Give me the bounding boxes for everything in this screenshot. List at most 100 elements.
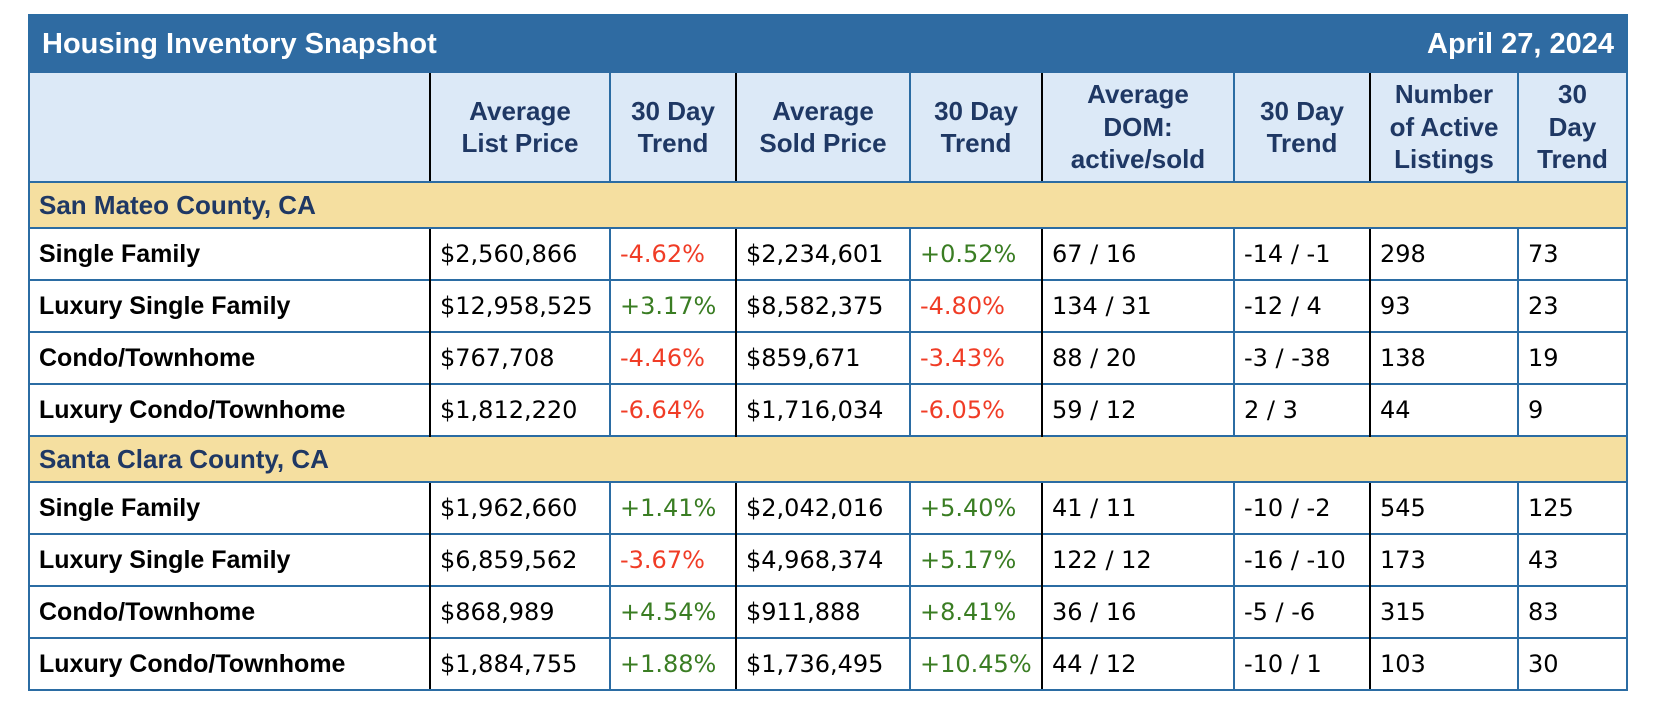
cell-active-listings: 93	[1369, 279, 1518, 332]
cell-list-trend: -3.67%	[609, 533, 736, 586]
cell-dom: 36 / 16	[1041, 585, 1234, 638]
cell-listings-trend: 30	[1517, 637, 1626, 689]
cell-dom-trend: -10 / -2	[1233, 481, 1370, 534]
table-row: Single Family $1,962,660 +1.41% $2,042,0…	[30, 481, 1626, 534]
cell-avg-sold-price: $1,736,495	[735, 637, 910, 689]
cell-sold-trend: +8.41%	[909, 585, 1042, 638]
cell-property-type: Luxury Condo/Townhome	[30, 383, 430, 436]
col-header-blank	[30, 73, 430, 183]
cell-dom: 59 / 12	[1041, 383, 1234, 436]
cell-property-type: Luxury Single Family	[30, 279, 430, 332]
table-row: Luxury Single Family $12,958,525 +3.17% …	[30, 279, 1626, 332]
cell-dom: 44 / 12	[1041, 637, 1234, 689]
cell-dom: 67 / 16	[1041, 227, 1234, 280]
cell-sold-trend: -6.05%	[909, 383, 1042, 436]
table-row: Luxury Single Family $6,859,562 -3.67% $…	[30, 533, 1626, 586]
cell-list-trend: +1.41%	[609, 481, 736, 534]
column-header-row: Average List Price 30 Day Trend Average …	[30, 73, 1626, 183]
table-row: Condo/Townhome $767,708 -4.46% $859,671 …	[30, 331, 1626, 384]
cell-avg-list-price: $6,859,562	[429, 533, 610, 586]
col-header-avg-sold-price: Average Sold Price	[735, 73, 910, 183]
cell-dom: 122 / 12	[1041, 533, 1234, 586]
col-header-avg-list-price: Average List Price	[429, 73, 610, 183]
cell-active-listings: 315	[1369, 585, 1518, 638]
cell-dom-trend: -14 / -1	[1233, 227, 1370, 280]
cell-avg-sold-price: $911,888	[735, 585, 910, 638]
cell-property-type: Condo/Townhome	[30, 331, 430, 384]
cell-avg-sold-price: $2,234,601	[735, 227, 910, 280]
cell-list-trend: +4.54%	[609, 585, 736, 638]
cell-avg-list-price: $12,958,525	[429, 279, 610, 332]
cell-avg-list-price: $1,812,220	[429, 383, 610, 436]
housing-inventory-report: Housing Inventory Snapshot April 27, 202…	[28, 14, 1628, 691]
cell-listings-trend: 73	[1517, 227, 1626, 280]
cell-sold-trend: +5.40%	[909, 481, 1042, 534]
cell-active-listings: 173	[1369, 533, 1518, 586]
cell-avg-list-price: $1,884,755	[429, 637, 610, 689]
cell-active-listings: 545	[1369, 481, 1518, 534]
cell-listings-trend: 23	[1517, 279, 1626, 332]
cell-dom-trend: -3 / -38	[1233, 331, 1370, 384]
cell-avg-list-price: $2,560,866	[429, 227, 610, 280]
cell-active-listings: 298	[1369, 227, 1518, 280]
cell-sold-trend: +10.45%	[909, 637, 1042, 689]
table-row: Condo/Townhome $868,989 +4.54% $911,888 …	[30, 585, 1626, 638]
cell-listings-trend: 19	[1517, 331, 1626, 384]
cell-listings-trend: 9	[1517, 383, 1626, 436]
col-header-list-trend: 30 Day Trend	[609, 73, 736, 183]
cell-avg-list-price: $868,989	[429, 585, 610, 638]
cell-sold-trend: -4.80%	[909, 279, 1042, 332]
cell-avg-list-price: $1,962,660	[429, 481, 610, 534]
cell-listings-trend: 43	[1517, 533, 1626, 586]
housing-inventory-table: Average List Price 30 Day Trend Average …	[30, 73, 1626, 689]
cell-dom: 41 / 11	[1041, 481, 1234, 534]
cell-list-trend: -4.46%	[609, 331, 736, 384]
page-title: Housing Inventory Snapshot	[42, 28, 437, 60]
cell-property-type: Luxury Single Family	[30, 533, 430, 586]
col-header-listings-trend: 30 Day Trend	[1517, 73, 1626, 183]
cell-sold-trend: -3.43%	[909, 331, 1042, 384]
cell-list-trend: -6.64%	[609, 383, 736, 436]
cell-list-trend: -4.62%	[609, 227, 736, 280]
section-header-row-san-mateo: San Mateo County, CA	[30, 181, 1626, 229]
cell-sold-trend: +5.17%	[909, 533, 1042, 586]
cell-dom-trend: -10 / 1	[1233, 637, 1370, 689]
section-header-row-santa-clara: Santa Clara County, CA	[30, 435, 1626, 483]
table-row: Luxury Condo/Townhome $1,884,755 +1.88% …	[30, 637, 1626, 689]
table-row: Luxury Condo/Townhome $1,812,220 -6.64% …	[30, 383, 1626, 436]
cell-property-type: Condo/Townhome	[30, 585, 430, 638]
cell-listings-trend: 83	[1517, 585, 1626, 638]
cell-avg-sold-price: $4,968,374	[735, 533, 910, 586]
col-header-sold-trend: 30 Day Trend	[909, 73, 1042, 183]
cell-list-trend: +3.17%	[609, 279, 736, 332]
section-title: Santa Clara County, CA	[30, 435, 1626, 483]
cell-list-trend: +1.88%	[609, 637, 736, 689]
cell-dom-trend: -16 / -10	[1233, 533, 1370, 586]
cell-avg-sold-price: $2,042,016	[735, 481, 910, 534]
cell-listings-trend: 125	[1517, 481, 1626, 534]
cell-dom: 88 / 20	[1041, 331, 1234, 384]
cell-dom-trend: -5 / -6	[1233, 585, 1370, 638]
report-date: April 27, 2024	[1427, 28, 1614, 60]
cell-active-listings: 44	[1369, 383, 1518, 436]
cell-property-type: Luxury Condo/Townhome	[30, 637, 430, 689]
col-header-dom-trend: 30 Day Trend	[1233, 73, 1370, 183]
table-row: Single Family $2,560,866 -4.62% $2,234,6…	[30, 227, 1626, 280]
cell-dom-trend: 2 / 3	[1233, 383, 1370, 436]
cell-dom: 134 / 31	[1041, 279, 1234, 332]
cell-dom-trend: -12 / 4	[1233, 279, 1370, 332]
section-title: San Mateo County, CA	[30, 181, 1626, 229]
cell-avg-sold-price: $1,716,034	[735, 383, 910, 436]
cell-avg-sold-price: $8,582,375	[735, 279, 910, 332]
col-header-active-listings: Number of Active Listings	[1369, 73, 1518, 183]
cell-sold-trend: +0.52%	[909, 227, 1042, 280]
cell-active-listings: 138	[1369, 331, 1518, 384]
cell-property-type: Single Family	[30, 227, 430, 280]
cell-active-listings: 103	[1369, 637, 1518, 689]
title-bar: Housing Inventory Snapshot April 27, 202…	[30, 16, 1626, 73]
cell-property-type: Single Family	[30, 481, 430, 534]
col-header-dom: Average DOM: active/sold	[1041, 73, 1234, 183]
cell-avg-list-price: $767,708	[429, 331, 610, 384]
cell-avg-sold-price: $859,671	[735, 331, 910, 384]
